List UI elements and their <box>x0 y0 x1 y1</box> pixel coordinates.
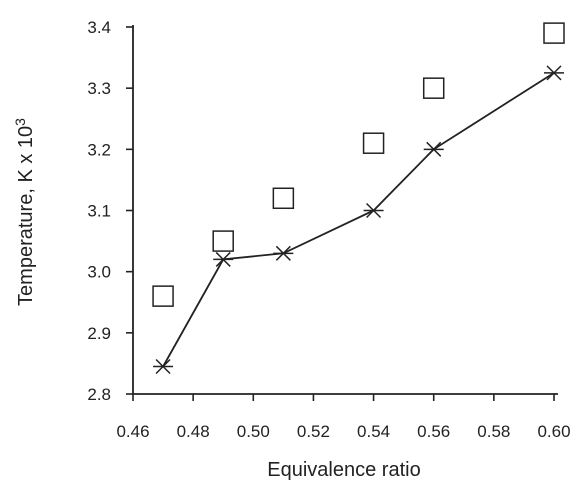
series-1 <box>152 22 565 307</box>
square-marker <box>272 187 295 210</box>
x-tick-label: 0.46 <box>116 422 149 441</box>
x-tick-label: 0.54 <box>357 422 390 441</box>
star-stroke <box>155 358 171 375</box>
x-tick-label: 0.52 <box>297 422 330 441</box>
y-tick-label: 2.8 <box>87 385 111 404</box>
star-marker <box>423 141 444 157</box>
star-stroke <box>426 141 442 157</box>
x-axis-label: Equivalence ratio <box>267 459 420 481</box>
star-marker <box>363 202 384 219</box>
square-marker <box>543 22 565 44</box>
x-tick-label: 0.56 <box>417 422 450 441</box>
square-marker <box>212 230 234 252</box>
square-marker <box>362 132 385 154</box>
star-marker <box>544 65 564 81</box>
x-tick-label: 0.60 <box>537 422 570 441</box>
y-tick-label: 3.4 <box>87 18 111 37</box>
y-axis-label: Temperature, K x 103 <box>12 118 37 306</box>
star-stroke <box>275 245 291 261</box>
x-tick-label: 0.58 <box>477 422 510 441</box>
square-marker <box>152 285 174 307</box>
y-tick-label: 2.9 <box>87 324 111 343</box>
star-marker <box>213 251 234 267</box>
star-stroke <box>366 202 382 219</box>
plot-area <box>152 22 565 375</box>
series-line <box>162 72 555 367</box>
y-axis-label-superscript: 3 <box>12 118 28 126</box>
star-stroke <box>546 65 562 81</box>
x-tick-label: 0.50 <box>237 422 270 441</box>
star-marker <box>273 245 294 261</box>
y-axis-label-main: Temperature, K x 10 <box>15 126 37 306</box>
square-marker <box>422 77 445 99</box>
y-tick-label: 3.2 <box>87 140 111 159</box>
y-tick-label: 3.3 <box>87 79 111 98</box>
y-tick-label: 3.1 <box>87 202 111 221</box>
star-stroke <box>215 251 231 267</box>
series-2 <box>153 65 564 375</box>
x-tick-label: 0.48 <box>177 422 210 441</box>
y-tick-label: 3.0 <box>87 263 111 282</box>
ticks: 0.46 0.48 0.50 0.52 0.54 0.56 0.58 0.60 2.8 2.9 3.… <box>87 18 570 441</box>
axes <box>132 25 558 395</box>
star-marker <box>153 358 174 375</box>
